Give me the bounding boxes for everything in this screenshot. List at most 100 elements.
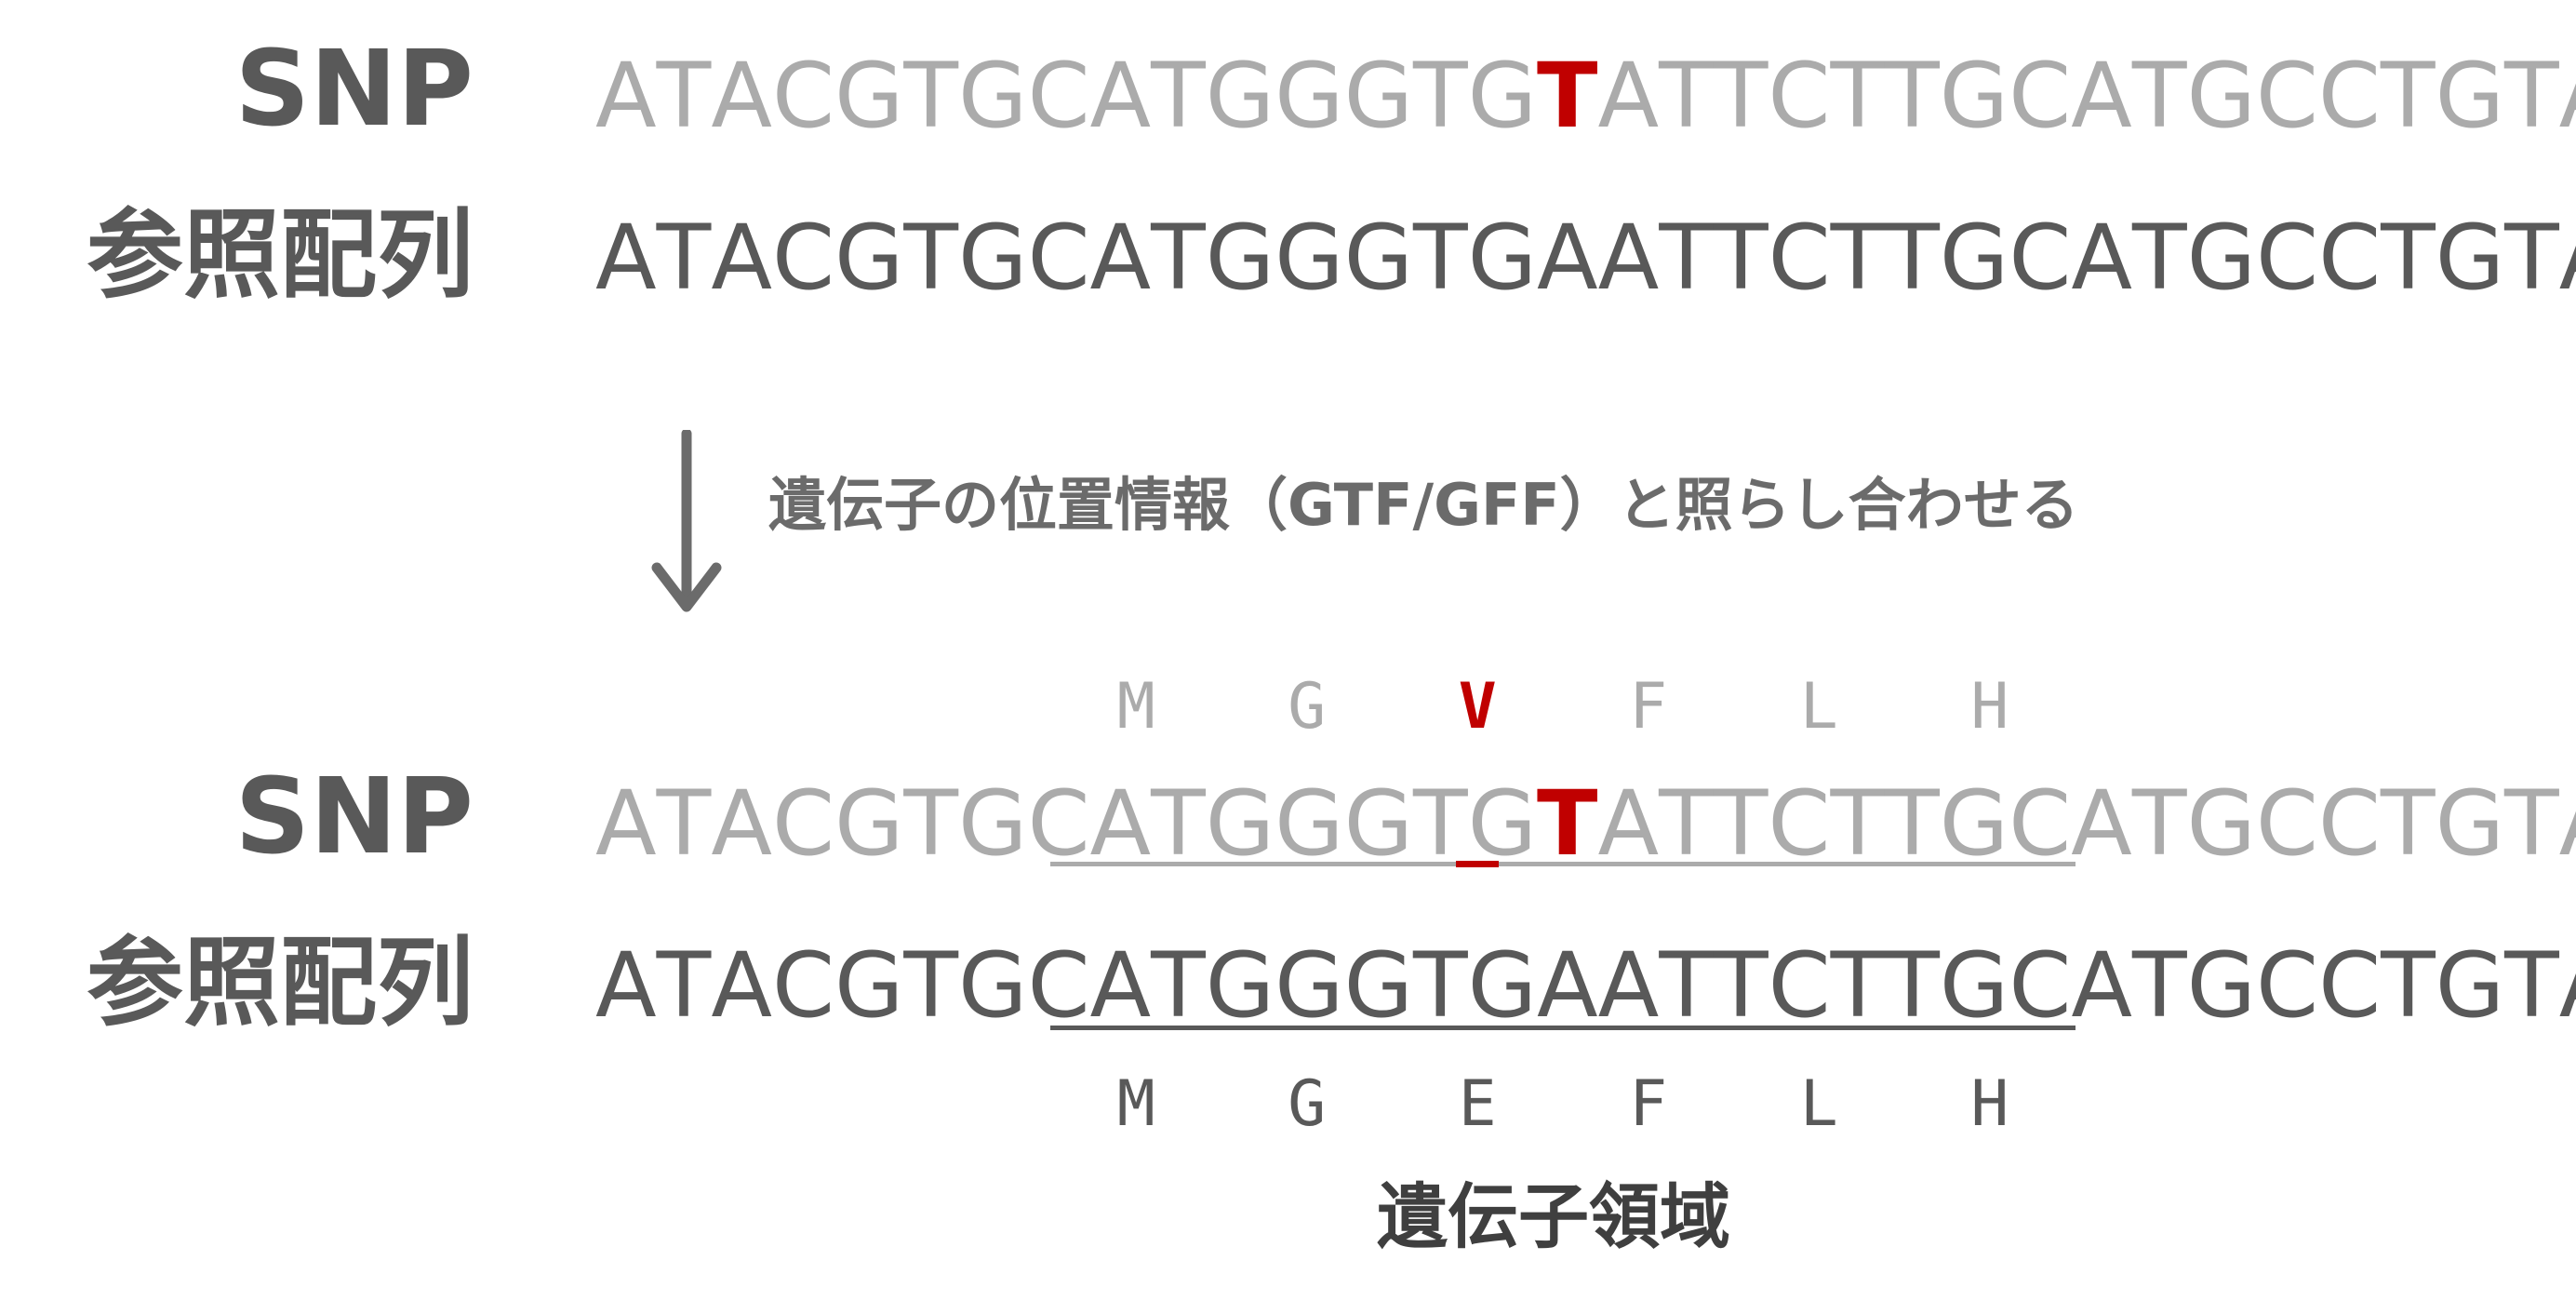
ref-gene-underline — [1050, 1026, 2075, 1030]
nucleotide: T — [1885, 771, 1940, 876]
nucleotide: A — [595, 44, 657, 148]
nucleotide: T — [1830, 771, 1886, 876]
nucleotide: C — [2317, 44, 2381, 148]
nucleotide: C — [771, 933, 835, 1038]
nucleotide: C — [2318, 206, 2382, 310]
nucleotide: A — [711, 206, 772, 310]
nucleotide: C — [2009, 206, 2072, 310]
nucleotide: G — [2435, 44, 2504, 148]
nucleotide: G — [1205, 44, 1275, 148]
nucleotide: T — [2131, 771, 2187, 876]
nucleotide: G — [2435, 771, 2504, 876]
nucleotide: T — [1412, 933, 1468, 1038]
nucleotide: C — [2317, 771, 2381, 876]
nucleotide: G — [958, 771, 1028, 876]
nucleotide: T — [2132, 206, 2187, 310]
nucleotide: T — [1885, 206, 1940, 310]
nucleotide: G — [834, 206, 904, 310]
nucleotide: T — [2503, 44, 2559, 148]
nucleotide: G — [1343, 771, 1413, 876]
nucleotide: A — [711, 933, 772, 1038]
nucleotide: T — [2132, 933, 2187, 1038]
gene-region-label: 遺伝子領域 — [1377, 1175, 1730, 1258]
nucleotide: C — [1768, 771, 1831, 876]
nucleotide: T — [1830, 44, 1886, 148]
amino-acid: L — [1799, 670, 1838, 744]
nucleotide: T — [1412, 44, 1468, 148]
nucleotide: A — [595, 933, 657, 1038]
nucleotide: T — [2131, 44, 2187, 148]
nucleotide: G — [2435, 933, 2505, 1038]
nucleotide: G — [1939, 771, 2009, 876]
nucleotide: G — [1467, 206, 1537, 310]
nucleotide: T — [1830, 933, 1886, 1038]
nucleotide: G — [834, 771, 904, 876]
nucleotide: T — [2381, 206, 2436, 310]
nucleotide: A — [1597, 771, 1660, 876]
nucleotide: C — [1768, 44, 1831, 148]
nucleotide: T — [1713, 206, 1768, 310]
nucleotide: C — [2318, 933, 2382, 1038]
nucleotide: T — [1659, 933, 1714, 1038]
nucleotide: A — [711, 771, 772, 876]
nucleotide: C — [771, 206, 835, 310]
nucleotide: T — [1151, 771, 1206, 876]
nucleotide: T — [1151, 933, 1206, 1038]
nucleotide: C — [2256, 206, 2319, 310]
nucleotide: A — [2559, 207, 2576, 309]
nucleotide: G — [2186, 933, 2257, 1038]
nucleotide: C — [771, 44, 835, 148]
nucleotide: A — [711, 44, 772, 148]
nucleotide: G — [1205, 933, 1275, 1038]
nucleotide: T — [1412, 771, 1468, 876]
nucleotide: T — [656, 933, 712, 1038]
nucleotide: T — [1151, 44, 1206, 148]
ref-label-top: 参照配列 — [86, 198, 474, 312]
amino-acid: H — [1970, 1067, 2009, 1141]
snp-sequence-top: ATACGTGCATGGGTGTATTCTTGCATGCCTGTAT — [595, 44, 2576, 148]
nucleotide: A — [1536, 933, 1598, 1038]
nucleotide: G — [2186, 206, 2257, 310]
nucleotide: C — [1027, 771, 1090, 876]
snp-gene-underline — [1050, 862, 2075, 866]
nucleotide: G — [2435, 206, 2505, 310]
nucleotide: A — [2071, 44, 2132, 148]
amino-acid: E — [1458, 1067, 1497, 1141]
amino-acid: G — [1288, 670, 1327, 744]
nucleotide: C — [2256, 933, 2319, 1038]
nucleotide: A — [1089, 206, 1152, 310]
nucleotide: G — [1275, 206, 1344, 310]
nucleotide: A — [1089, 771, 1152, 876]
ref-label-bottom: 参照配列 — [86, 926, 474, 1039]
nucleotide: A — [1089, 933, 1152, 1038]
nucleotide: T — [1659, 206, 1714, 310]
nucleotide: C — [1027, 44, 1090, 148]
nucleotide: A — [595, 206, 657, 310]
nucleotide: G — [1939, 206, 2009, 310]
step-description: 遺伝子の位置情報（GTF/GFF）と照らし合わせる — [768, 471, 2079, 539]
amino-acid: G — [1288, 1067, 1327, 1141]
nucleotide: T — [1885, 933, 1940, 1038]
nucleotide: A — [2071, 206, 2133, 310]
mutation-underline — [1455, 861, 1500, 867]
nucleotide: C — [2255, 771, 2318, 876]
nucleotide: T — [1659, 771, 1714, 876]
nucleotide: T — [2504, 933, 2559, 1038]
nucleotide: A — [595, 771, 657, 876]
nucleotide: T — [1713, 44, 1768, 148]
amino-acid: F — [1629, 670, 1668, 744]
nucleotide: T — [903, 771, 959, 876]
nucleotide: T — [2380, 44, 2436, 148]
snp-sequence-bottom: ATACGTGCATGGGTGTATTCTTGCATGCCTGTAT — [595, 771, 2576, 876]
amino-acid: L — [1799, 1067, 1838, 1141]
amino-acid: M — [1116, 670, 1155, 744]
ref-sequence-bottom: ATACGTGCATGGGTGAATTCTTGCATGCCTGTAT — [595, 933, 2576, 1038]
nucleotide: T — [1659, 44, 1714, 148]
nucleotide: T — [2381, 933, 2436, 1038]
snp-label-top: SNP — [234, 29, 474, 150]
nucleotide: G — [958, 44, 1028, 148]
nucleotide: G — [1275, 933, 1344, 1038]
nucleotide: A — [2071, 933, 2133, 1038]
nucleotide: C — [2009, 933, 2072, 1038]
